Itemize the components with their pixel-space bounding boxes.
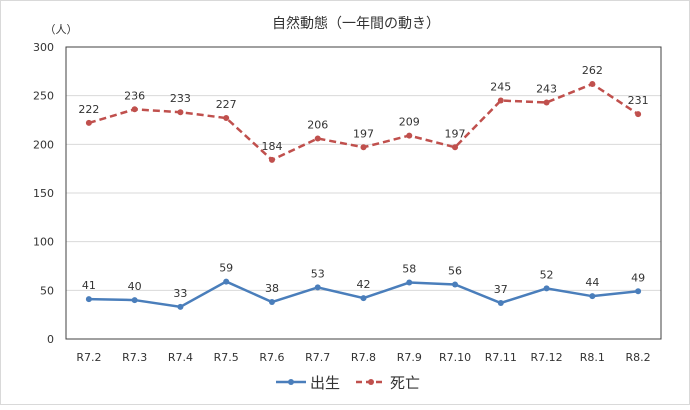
data-label: 197 (353, 127, 374, 140)
data-point (589, 80, 596, 87)
plot-area (65, 46, 662, 340)
data-label: 245 (490, 81, 511, 94)
data-label: 243 (536, 82, 557, 95)
x-tick-label: R7.4 (168, 351, 193, 364)
data-label: 38 (265, 282, 279, 295)
data-label: 33 (173, 287, 187, 300)
data-label: 53 (311, 267, 325, 280)
data-point (85, 296, 92, 303)
y-tick-label: 300 (33, 41, 54, 54)
y-tick-label: 200 (33, 138, 54, 151)
data-label: 236 (124, 89, 145, 102)
data-point (177, 303, 184, 310)
data-point (406, 132, 413, 139)
x-tick-label: R7.5 (214, 351, 239, 364)
data-point (497, 97, 504, 104)
x-tick-label: R7.3 (122, 351, 147, 364)
data-label: 197 (445, 127, 466, 140)
data-label: 222 (78, 103, 99, 116)
data-point (543, 285, 550, 292)
data-point (543, 99, 550, 106)
data-point (223, 115, 230, 122)
data-label: 49 (631, 271, 645, 284)
data-point (497, 299, 504, 306)
data-label: 227 (216, 98, 237, 111)
y-tick-label: 100 (33, 236, 54, 249)
data-point (85, 119, 92, 126)
data-point (268, 156, 275, 163)
data-point (314, 135, 321, 142)
data-label: 44 (585, 276, 599, 289)
y-tick-label: 50 (40, 284, 54, 297)
data-label: 184 (261, 140, 282, 153)
y-axis-label: （人） (45, 23, 78, 36)
data-label: 58 (402, 263, 416, 276)
data-point (635, 288, 642, 295)
data-point (268, 299, 275, 306)
x-tick-label: R7.12 (531, 351, 563, 364)
x-tick-label: R8.1 (580, 351, 605, 364)
x-tick-label: R7.6 (259, 351, 284, 364)
data-point (589, 293, 596, 300)
data-point (177, 109, 184, 116)
data-point (131, 106, 138, 113)
legend-marker (288, 379, 294, 385)
legend-marker (368, 379, 374, 385)
data-point (360, 295, 367, 302)
legend-label: 出生 (310, 374, 340, 392)
data-point (635, 111, 642, 118)
x-tick-label: R8.2 (626, 351, 651, 364)
x-tick-label: R7.8 (351, 351, 376, 364)
x-tick-label: R7.10 (439, 351, 471, 364)
data-label: 56 (448, 264, 462, 277)
data-point (452, 144, 459, 151)
data-point (360, 144, 367, 151)
data-label: 206 (307, 118, 328, 131)
data-label: 209 (399, 116, 420, 129)
x-tick-label: R7.7 (305, 351, 330, 364)
data-label: 52 (540, 268, 554, 281)
data-point (452, 281, 459, 288)
data-point (223, 278, 230, 285)
x-tick-label: R7.11 (485, 351, 517, 364)
data-label: 59 (219, 262, 233, 275)
data-label: 233 (170, 92, 191, 105)
chart-title: 自然動態（一年間の動き） (272, 15, 440, 32)
data-point (406, 279, 413, 286)
data-point (314, 284, 321, 291)
data-label: 40 (128, 280, 142, 293)
y-tick-label: 150 (33, 187, 54, 200)
x-tick-label: R7.2 (76, 351, 101, 364)
y-tick-label: 0 (47, 333, 54, 346)
data-label: 42 (357, 278, 371, 291)
data-point (131, 297, 138, 304)
x-tick-label: R7.9 (397, 351, 422, 364)
data-label: 262 (582, 64, 603, 77)
data-label: 41 (82, 279, 96, 292)
data-label: 37 (494, 283, 508, 296)
y-tick-label: 250 (33, 90, 54, 103)
data-label: 231 (628, 94, 649, 107)
legend: 出生 死亡 (276, 374, 420, 392)
legend-label: 死亡 (390, 374, 420, 392)
